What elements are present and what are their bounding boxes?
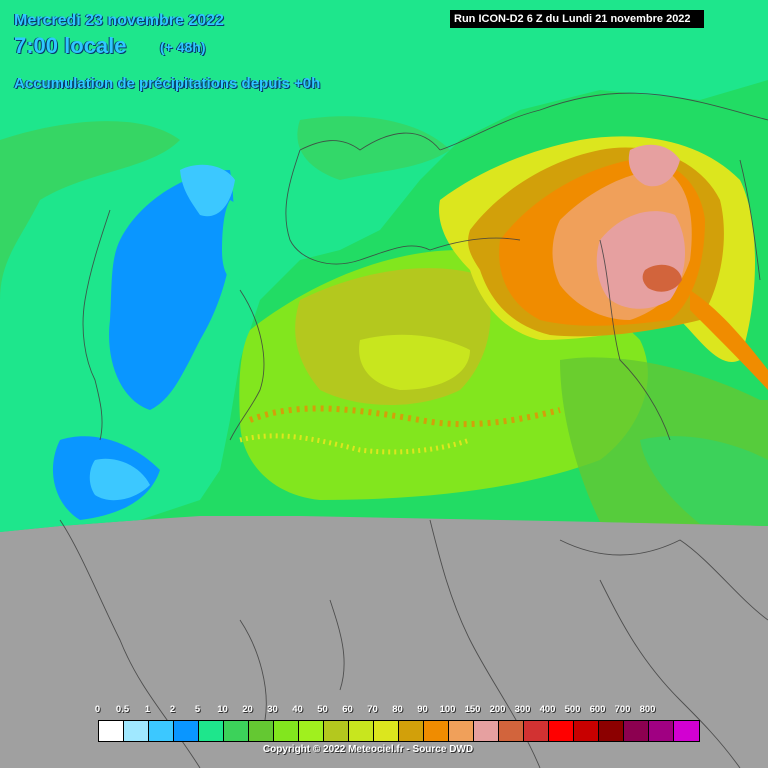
legend-label: 50 [317, 704, 328, 715]
legend-label: 800 [639, 704, 656, 715]
legend-label: 700 [614, 704, 631, 715]
legend-swatch [474, 721, 499, 741]
legend-label: 2 [169, 704, 176, 715]
legend-label: 10 [217, 704, 228, 715]
legend-swatch [224, 721, 249, 741]
legend-label: 1 [144, 704, 151, 715]
legend-label: 500 [564, 704, 581, 715]
green-zone-north [297, 116, 450, 180]
very-dry-zone [89, 458, 150, 501]
legend-swatch [574, 721, 599, 741]
legend-label: 150 [464, 704, 481, 715]
legend-swatch [149, 721, 174, 741]
legend-label: 200 [489, 704, 506, 715]
legend-swatch [99, 721, 124, 741]
dry-zone-north [180, 164, 235, 217]
legend-swatch [424, 721, 449, 741]
legend-swatch [349, 721, 374, 741]
legend-label: 30 [267, 704, 278, 715]
precip-streak-east [690, 290, 768, 390]
green-zone-southeast [640, 436, 768, 526]
legend-label: 600 [589, 704, 606, 715]
peak-precip [642, 264, 682, 292]
legend-label: 70 [367, 704, 378, 715]
legend-swatch [174, 721, 199, 741]
yellow-zone-inner [359, 334, 470, 390]
legend-swatch [674, 721, 699, 741]
legend-swatch [399, 721, 424, 741]
legend-label: 90 [417, 704, 428, 715]
legend-swatch [324, 721, 349, 741]
low-precip-zone [0, 0, 768, 532]
legend-swatch [549, 721, 574, 741]
dry-zone-west [109, 170, 234, 410]
legend-swatch [299, 721, 324, 741]
legend-label: 20 [242, 704, 253, 715]
legend-swatch [374, 721, 399, 741]
map-title: Accumulation de précipitations depuis +0… [14, 75, 321, 92]
run-info: Run ICON-D2 6 Z du Lundi 21 novembre 202… [450, 10, 704, 28]
copyright-notice: Copyright © 2022 Meteociel.fr - Source D… [262, 744, 474, 755]
teal-zone-alps [222, 200, 254, 281]
legend-swatch [249, 721, 274, 741]
legend-swatch [449, 721, 474, 741]
legend-label: 0 [94, 704, 101, 715]
legend-swatch [649, 721, 674, 741]
legend-swatch [199, 721, 224, 741]
legend-swatch [624, 721, 649, 741]
forecast-offset: (+ 48h) [160, 39, 206, 55]
legend-label: 400 [539, 704, 556, 715]
forecast-time: 7:00 locale [14, 33, 127, 58]
legend-label: 40 [292, 704, 303, 715]
legend-label: 300 [514, 704, 531, 715]
legend-label: 5 [194, 704, 201, 715]
forecast-date: Mercredi 23 novembre 2022 [14, 12, 224, 29]
legend-labels: 0 0.5 1 2 5 10 20 30 40 50 60 70 80 90 100 150 200 300 400… [85, 704, 685, 718]
legend-label: 0.5 [115, 704, 130, 715]
color-scale-legend [98, 720, 700, 742]
legend-swatch [274, 721, 299, 741]
legend-swatch [499, 721, 524, 741]
extreme-precip-north [628, 144, 680, 187]
legend-swatch [124, 721, 149, 741]
legend-label: 80 [392, 704, 403, 715]
legend-label: 60 [342, 704, 353, 715]
coast-precip-band [239, 433, 471, 455]
green-zone-west [0, 121, 180, 300]
legend-swatch [599, 721, 624, 741]
legend-label: 100 [439, 704, 456, 715]
legend-swatch [524, 721, 549, 741]
